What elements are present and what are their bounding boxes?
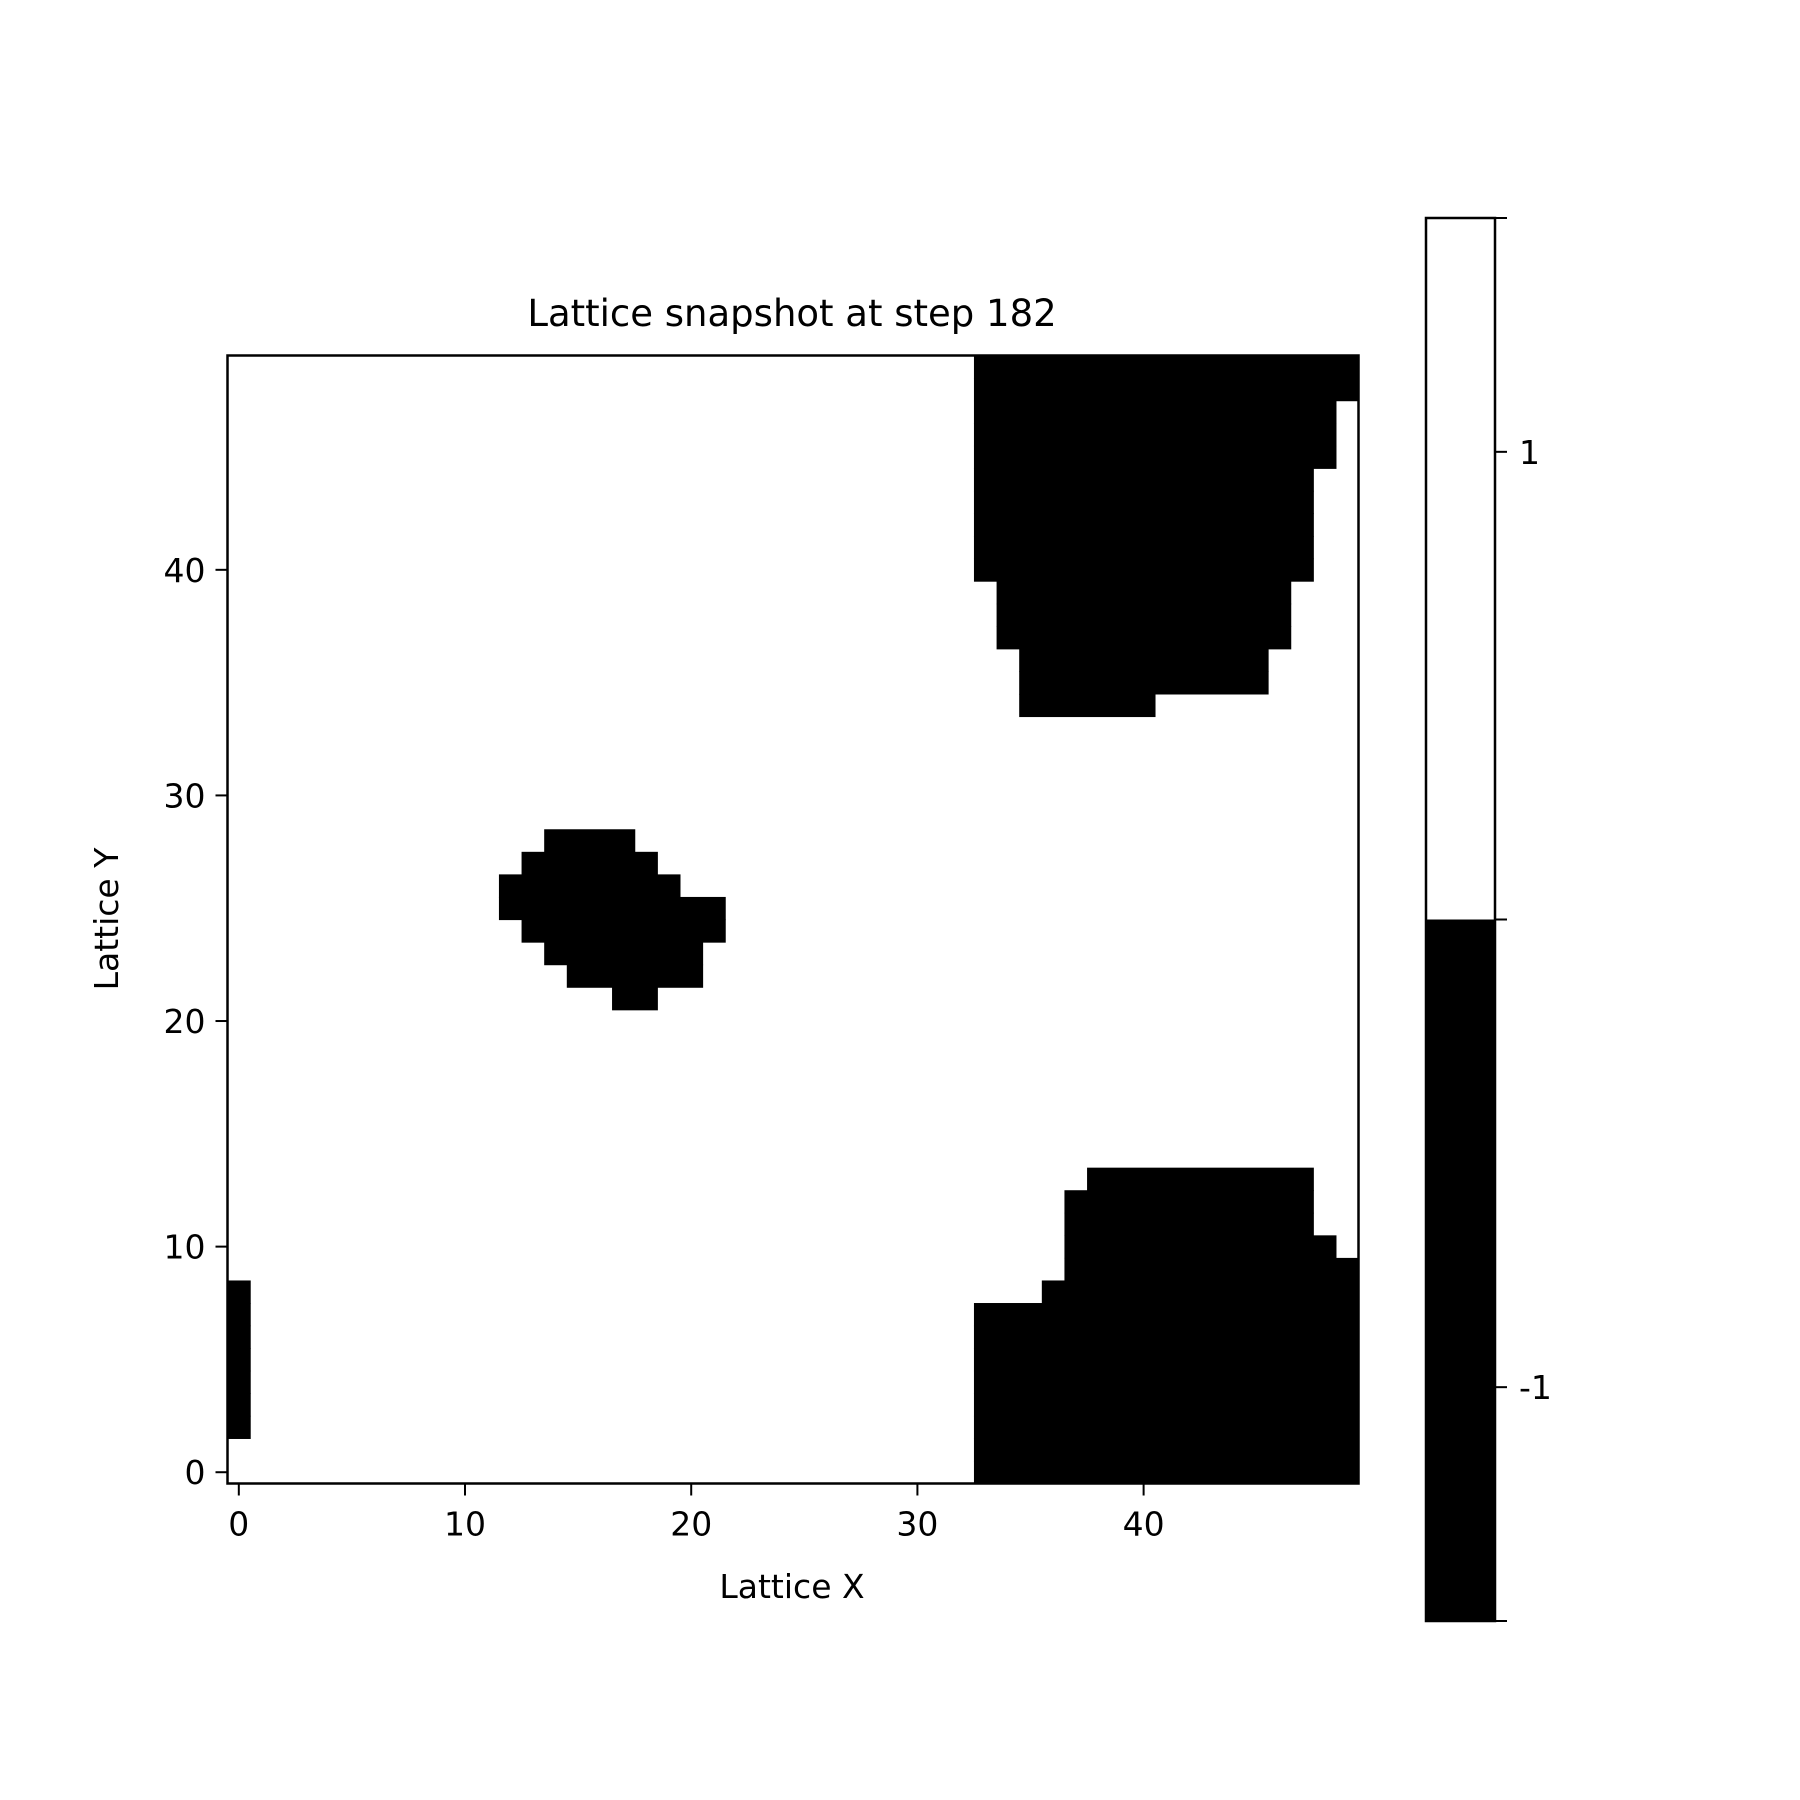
x-axis: 0 10 20 30 40	[228, 1483, 1165, 1544]
spin-down-cells	[227, 1280, 251, 1304]
spin-down-cells	[973, 1325, 1360, 1349]
spin-down-cells	[973, 400, 1337, 424]
spin-down-cells	[1087, 1167, 1314, 1191]
spin-down-cells	[498, 896, 726, 921]
lattice-heatmap	[227, 355, 1360, 1485]
spin-down-cells	[227, 1393, 251, 1417]
colorbar-tick-label: -1	[1519, 1368, 1552, 1407]
y-axis-label: Lattice Y	[87, 847, 126, 991]
spin-down-cells	[521, 851, 658, 875]
spin-down-cells	[227, 1348, 251, 1372]
x-tick-label: 20	[670, 1505, 712, 1544]
spin-down-cells	[973, 445, 1337, 469]
colorbar-segment-down	[1426, 919, 1495, 1621]
spin-down-cells	[973, 423, 1337, 447]
spin-down-cells	[612, 987, 658, 1011]
spin-down-cells	[973, 535, 1314, 560]
x-tick-label: 10	[444, 1505, 486, 1544]
colorbar-tick-label: 1	[1519, 433, 1540, 472]
chart-title: Lattice snapshot at step 182	[527, 292, 1056, 335]
spin-down-cells	[544, 829, 636, 853]
spin-down-cells	[498, 874, 681, 898]
spin-down-cells	[973, 468, 1314, 492]
spin-down-cells	[227, 1325, 251, 1349]
plot-frame	[226, 354, 1360, 1485]
spin-down-cells	[1019, 693, 1156, 718]
spin-down-cells	[1064, 1190, 1314, 1214]
y-tick-label: 10	[164, 1228, 206, 1267]
x-tick-label: 0	[228, 1505, 249, 1544]
spin-down-cells	[1019, 648, 1269, 672]
colorbar: 1 -1	[1424, 216, 1552, 1623]
y-tick-label: 30	[164, 776, 206, 815]
spin-down-cells	[996, 581, 1292, 605]
y-tick-label: 40	[164, 551, 206, 590]
y-axis: 0 10 20 30 40	[164, 551, 228, 1492]
spin-down-cells	[973, 513, 1314, 537]
spin-down-cells	[1041, 1280, 1360, 1304]
spin-down-cells	[996, 626, 1292, 650]
x-tick-label: 30	[896, 1505, 938, 1544]
spin-down-cells	[544, 942, 704, 966]
spin-down-cells	[973, 378, 1360, 402]
spin-down-cells	[973, 558, 1314, 582]
spin-down-cells	[227, 1303, 251, 1327]
spin-down-cells	[521, 919, 726, 943]
spin-down-cells	[996, 603, 1292, 627]
y-tick-label: 0	[185, 1453, 206, 1492]
spin-down-cells	[973, 1370, 1360, 1394]
spin-down-cells	[1064, 1257, 1360, 1282]
spin-down-cells	[973, 490, 1314, 515]
spin-down-cells	[227, 1370, 251, 1394]
x-tick-label: 40	[1123, 1505, 1165, 1544]
spin-down-cells	[973, 1415, 1360, 1439]
spin-down-cells	[973, 355, 1360, 379]
spin-down-cells	[566, 964, 704, 988]
spin-down-cells	[227, 1415, 251, 1439]
spin-down-cells	[973, 1438, 1360, 1462]
x-axis-label: Lattice X	[719, 1567, 864, 1606]
colorbar-segment-up	[1426, 218, 1495, 920]
y-tick-label: 20	[164, 1002, 206, 1041]
spin-down-cells	[973, 1460, 1360, 1485]
spin-down-cells	[973, 1348, 1360, 1372]
spin-down-cells	[1064, 1212, 1314, 1236]
spin-down-cells	[1019, 671, 1269, 695]
spin-down-cells	[973, 1303, 1360, 1327]
spin-down-cells	[973, 1393, 1360, 1417]
spin-down-cells	[1064, 1235, 1337, 1259]
